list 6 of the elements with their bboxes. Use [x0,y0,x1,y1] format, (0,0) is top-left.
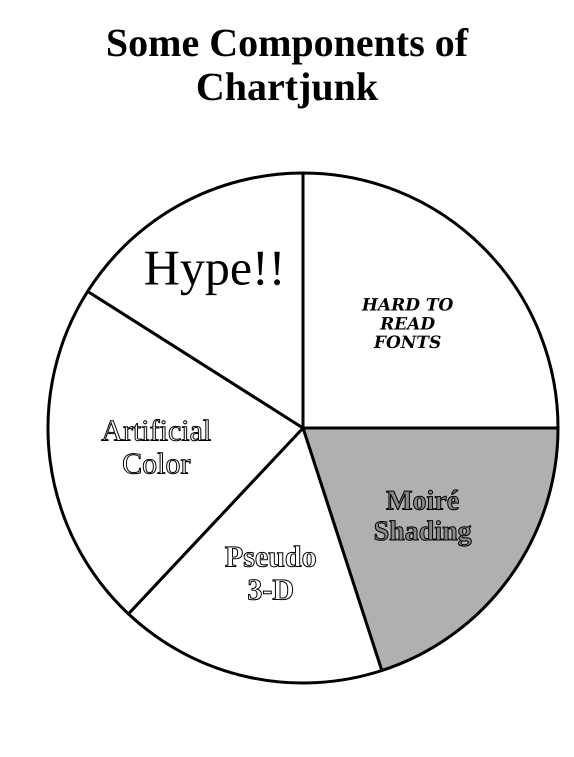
slice-label: Pseudo 3-D [224,540,317,606]
slice-label: Hype!! [144,240,286,296]
slice-label: Moiré Shading [374,485,472,548]
slice-label: Artificial Color [101,414,212,481]
slice-label: HARD TO READ FONTS [360,296,454,354]
chart-title: Some Components of Chartjunk [106,20,469,109]
